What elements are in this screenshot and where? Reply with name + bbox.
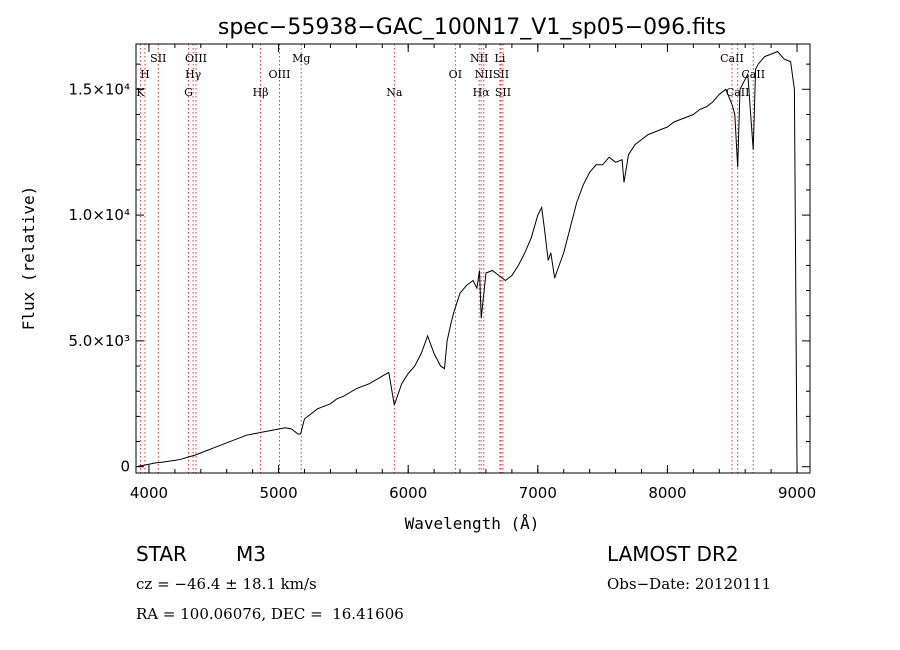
line-label-10: OI [449, 68, 462, 81]
x-tick-label-6000: 6000 [389, 484, 427, 502]
x-tick-label-4000: 4000 [130, 484, 168, 502]
line-label-13: NII [475, 68, 493, 81]
line-label-7: OIII [268, 68, 290, 81]
object-subclass: M3 [236, 542, 266, 566]
line-label-4: Hγ [185, 68, 202, 81]
y-axis-ticks: 0 5.0×10³ 1.0×10⁴ 1.5×10⁴ [68, 63, 810, 476]
y-tick-label-5000: 5.0×10³ [68, 332, 130, 350]
plot-frame [135, 43, 811, 474]
x-tick-label-9000: 9000 [778, 484, 816, 502]
line-label-17: CaII [720, 52, 744, 65]
x-axis-label: Wavelength (Å) [405, 514, 540, 533]
survey-name: LAMOST DR2 [607, 542, 739, 566]
y-axis-label: Flux (relative) [19, 186, 38, 331]
line-label-1: H [140, 68, 150, 81]
line-label-16: Li [495, 52, 506, 65]
line-label-19: CaII [741, 68, 765, 81]
line-label-2: SII [150, 52, 166, 65]
line-label-6: Hβ [253, 86, 269, 99]
line-label-3: G [184, 86, 193, 99]
y-tick-label-15000: 1.5×10⁴ [68, 80, 130, 98]
line-label-14: SII [493, 68, 509, 81]
coordinates: RA = 100.06076, DEC = 16.41606 [136, 605, 404, 623]
x-axis-ticks: 4000 5000 6000 7000 8000 9000 [130, 44, 816, 502]
line-label-11: Hα [473, 86, 491, 99]
line-label-15: SII [495, 86, 511, 99]
y-tick-label-10000: 1.0×10⁴ [68, 206, 130, 224]
x-tick-label-5000: 5000 [259, 484, 297, 502]
object-class: STAR [136, 542, 187, 566]
line-label-18: CaII [726, 86, 750, 99]
observation-date: Obs−Date: 20120111 [607, 575, 772, 593]
line-label-5: OIII [185, 52, 207, 65]
redshift-velocity: cz = −46.4 ± 18.1 km/s [136, 575, 317, 593]
x-tick-label-8000: 8000 [648, 484, 686, 502]
spectrum-line [135, 50, 798, 468]
line-label-0: K [136, 86, 145, 99]
line-label-9: Na [386, 86, 403, 99]
line-label-8: Mg [292, 52, 310, 65]
line-label-12: NII [470, 52, 488, 65]
x-tick-label-7000: 7000 [519, 484, 557, 502]
chart-title: spec−55938−GAC_100N17_V1_sp05−096.fits [218, 15, 726, 40]
y-tick-label-0: 0 [120, 458, 130, 476]
